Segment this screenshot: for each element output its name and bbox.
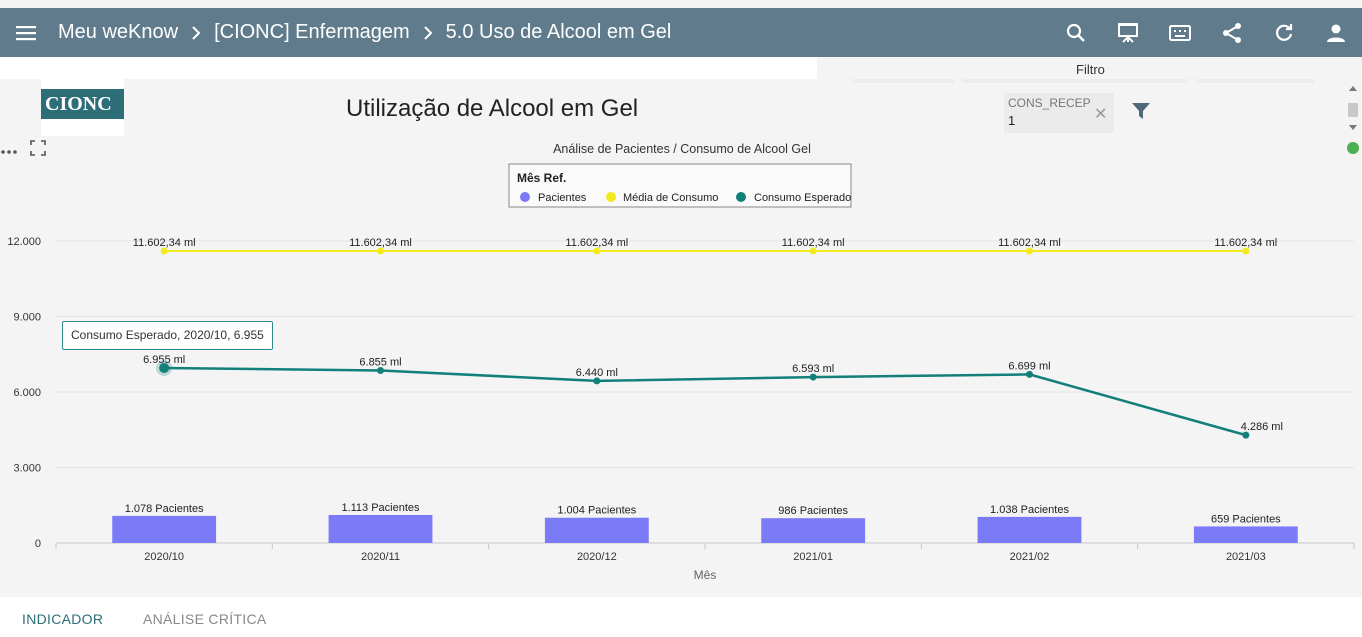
point-consumo-esperado[interactable] — [159, 362, 170, 373]
filter-panel-title: Filtro — [1076, 62, 1105, 77]
point-media-consumo[interactable] — [593, 247, 601, 255]
filter-divider — [1196, 79, 1314, 83]
x-tick-label: 2020/10 — [144, 551, 184, 563]
x-tick-label: 2020/11 — [361, 551, 400, 563]
refresh-icon[interactable] — [1258, 8, 1310, 57]
y-tick-label: 6.000 — [13, 387, 41, 399]
cionc-logo: CIONC — [41, 79, 124, 136]
x-tick-label: 2021/03 — [1226, 551, 1266, 563]
bar-pacientes[interactable] — [328, 514, 433, 543]
filter-chip-name: CONS_RECEP — [1008, 96, 1091, 110]
chart-legend: Mês Ref. Pacientes Média de Consumo Cons… — [508, 163, 852, 208]
data-label-pacientes: 659 Pacientes — [1211, 513, 1281, 525]
filter-chip[interactable]: CONS_RECEP 1 ✕ — [1004, 93, 1114, 133]
bar-pacientes[interactable] — [112, 515, 217, 543]
legend-marker-pacientes — [520, 192, 530, 202]
filter-divider — [963, 79, 1188, 83]
vertical-scrollbar[interactable] — [1346, 83, 1360, 135]
top-bar: Meu weKnow [CIONC] Enfermagem 5.0 Uso de… — [0, 8, 1362, 57]
data-label-media: 11.602,34 ml — [1214, 237, 1277, 249]
legend-title: Mês Ref. — [517, 171, 566, 185]
point-media-consumo[interactable] — [1242, 247, 1250, 255]
chart-toolbar — [0, 140, 46, 161]
x-axis-title: Mês — [694, 568, 717, 582]
tab-analise-critica[interactable]: ANÁLISE CRÍTICA — [143, 611, 267, 627]
data-label-media: 11.602,34 ml — [782, 237, 845, 249]
search-icon[interactable] — [1050, 8, 1102, 57]
legend-marker-media — [606, 192, 616, 202]
point-media-consumo[interactable] — [377, 247, 384, 255]
point-media-consumo[interactable] — [160, 247, 168, 255]
bar-pacientes[interactable] — [761, 518, 866, 543]
legend-label-esperado[interactable]: Consumo Esperado — [754, 192, 851, 204]
breadcrumb-current: 5.0 Uso de Alcool em Gel — [445, 21, 672, 43]
expand-icon[interactable] — [30, 140, 46, 161]
data-label-esperado: 6.855 ml — [359, 356, 401, 368]
chart-canvas: Análise de Pacientes / Consumo de Alcool… — [7, 142, 1355, 582]
user-icon[interactable] — [1310, 8, 1362, 57]
data-label-pacientes: 1.038 Pacientes — [990, 504, 1069, 516]
filter-funnel-icon[interactable] — [1130, 100, 1152, 127]
logo-text: CIONC — [41, 89, 124, 119]
data-label-pacientes: 986 Pacientes — [778, 505, 848, 517]
x-tick-label: 2021/02 — [1010, 551, 1050, 563]
legend-label-media[interactable]: Média de Consumo — [623, 192, 718, 204]
bar-pacientes[interactable] — [544, 517, 649, 543]
point-media-consumo[interactable] — [1026, 247, 1033, 255]
data-label-esperado: 6.593 ml — [792, 363, 834, 375]
breadcrumb-home[interactable]: Meu weKnow — [58, 21, 179, 43]
header-strip — [0, 57, 817, 79]
y-tick-label: 3.000 — [13, 463, 41, 475]
data-label-pacientes: 1.113 Pacientes — [341, 502, 420, 514]
point-consumo-esperado[interactable] — [377, 366, 384, 374]
data-label-media: 11.602,34 ml — [565, 237, 628, 249]
tab-indicador[interactable]: INDICADOR — [22, 611, 104, 627]
x-tick-label: 2021/01 — [793, 551, 833, 563]
x-tick-label: 2020/12 — [577, 551, 617, 563]
y-tick-label: 9.000 — [13, 312, 41, 324]
close-icon[interactable]: ✕ — [1094, 106, 1108, 123]
bar-pacientes[interactable] — [977, 516, 1082, 543]
more-options-icon[interactable] — [0, 142, 20, 160]
data-label-media: 11.602,34 ml — [349, 237, 412, 249]
presentation-icon[interactable] — [1102, 8, 1154, 57]
chart-title: Análise de Pacientes / Consumo de Alcool… — [553, 142, 811, 156]
chevron-right-icon — [410, 25, 446, 40]
point-consumo-esperado[interactable] — [809, 373, 817, 381]
bar-pacientes[interactable] — [1193, 526, 1298, 543]
data-label-media: 11.602,34 ml — [998, 237, 1061, 249]
point-media-consumo[interactable] — [809, 247, 817, 255]
y-tick-label: 0 — [35, 538, 41, 550]
chevron-right-icon — [178, 25, 214, 40]
share-icon[interactable] — [1206, 8, 1258, 57]
legend-label-pacientes[interactable]: Pacientes — [538, 192, 587, 204]
data-label-esperado: 4.286 ml — [1241, 421, 1283, 433]
data-label-esperado: 6.440 ml — [576, 367, 618, 379]
line-consumo-esperado — [164, 366, 1247, 437]
data-label-pacientes: 1.078 Pacientes — [125, 503, 204, 515]
legend-marker-esperado — [736, 192, 746, 202]
data-label-pacientes: 1.004 Pacientes — [557, 505, 636, 517]
filter-divider — [852, 79, 954, 83]
page-title: Utilização de Alcool em Gel — [346, 95, 639, 122]
data-label-media: 11.602,34 ml — [133, 237, 196, 249]
breadcrumb-folder[interactable]: [CIONC] Enfermagem — [214, 21, 410, 43]
point-consumo-esperado[interactable] — [1026, 370, 1033, 378]
y-tick-label: 12.000 — [7, 236, 41, 248]
point-consumo-esperado[interactable] — [593, 377, 601, 385]
status-indicator — [1347, 142, 1359, 154]
filter-chip-value: 1 — [1008, 113, 1016, 128]
menu-icon[interactable] — [0, 8, 52, 57]
keyboard-icon[interactable] — [1154, 8, 1206, 57]
point-consumo-esperado[interactable] — [1242, 431, 1250, 439]
chart-tooltip: Consumo Esperado, 2020/10, 6.955 — [62, 321, 273, 350]
data-label-esperado: 6.955 ml — [143, 354, 185, 366]
data-label-esperado: 6.699 ml — [1008, 360, 1050, 372]
bottom-tabs: INDICADOR ANÁLISE CRÍTICA — [0, 597, 1362, 637]
